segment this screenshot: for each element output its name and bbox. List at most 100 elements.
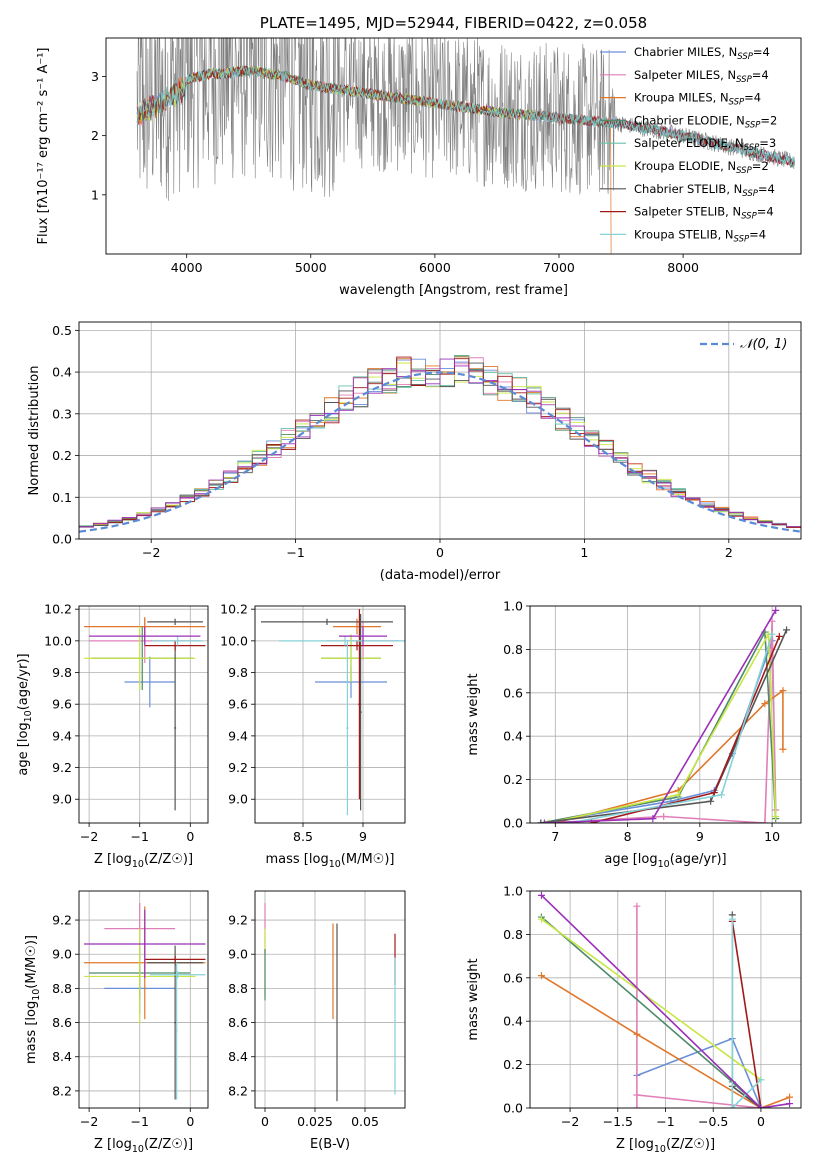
y-tick-label: 3 [91, 69, 99, 84]
y-tick-label: 9.0 [228, 792, 248, 807]
label-part: age [log [604, 852, 657, 867]
legend-suffix: =4 [757, 205, 774, 219]
label-part: (Z/Z☉)] [666, 1137, 715, 1152]
label-part: (M/M☉)] [24, 935, 39, 989]
weight-point [537, 891, 545, 899]
y-tick-label: 8.6 [228, 1015, 248, 1030]
x-tick-label: 2 [725, 545, 733, 560]
weight-point [772, 812, 780, 820]
x-tick-label: −2 [80, 829, 98, 844]
weight-point [660, 812, 668, 820]
weight-point [761, 700, 769, 708]
model-spectrum [136, 64, 795, 166]
x-tick-label: −1 [130, 829, 148, 844]
weight-point [537, 819, 545, 823]
weight-point [674, 791, 682, 799]
legend-name: Kroupa STELIB, N [634, 227, 734, 241]
x-tick-label: 10 [764, 829, 780, 844]
legend-label: Kroupa MILES, NSSP=4 [634, 91, 761, 108]
y-tick-label: 9.2 [228, 913, 248, 928]
chart-title: PLATE=1495, MJD=52944, FIBERID=0422, z=0… [260, 14, 647, 32]
error-bars [261, 609, 405, 816]
plot-frame [78, 890, 209, 1109]
legend-name: Kroupa MILES, N [634, 91, 729, 105]
y-tick-label: 1.0 [503, 884, 523, 899]
weight-point [779, 687, 787, 695]
weight-point [566, 819, 574, 823]
age-vs-mass-panel: 8.5 9 9.0 9.2 9.4 9.6 9.8 10.0 10.2 mass [log10(M… [220, 602, 406, 870]
residuals-panel: −2 −1 0 1 2 0.0 0.1 0.2 0.3 0.4 0.5 (data-model)/er… [27, 321, 802, 583]
y-tick-label: 10.2 [44, 602, 72, 617]
weight-point [633, 1091, 641, 1099]
x-tick-label: 5000 [295, 260, 327, 275]
weight-point [786, 1100, 794, 1108]
y-tick-label: 8.4 [228, 1049, 248, 1064]
y-tick-label: 0.0 [503, 1101, 523, 1116]
legend-name: Chabrier ELODIE, N [634, 113, 745, 127]
x-tick-label: 7000 [543, 260, 575, 275]
y-tick-label: 0.2 [503, 772, 523, 787]
legend-label: Salpeter MILES, NSSP=4 [634, 68, 769, 85]
y-tick-label: 10.0 [220, 633, 248, 648]
legend-sub: SSP [745, 120, 761, 130]
y-tick-label: 8.2 [228, 1083, 248, 1098]
plot-frame [78, 321, 802, 540]
label-part: (Z/Z☉)] [144, 852, 193, 867]
legend-label: Chabrier MILES, NSSP=4 [634, 45, 770, 62]
x-axis-label: E(B-V) [310, 1137, 350, 1152]
legend-suffix: =4 [753, 45, 770, 59]
x-tick-label: 0.025 [297, 1114, 333, 1129]
y-tick-label: 9.6 [52, 697, 72, 712]
y-axis-label: mass weight [466, 673, 481, 755]
label-part: (age/yr)] [670, 852, 727, 867]
label-sub: 10 [132, 1144, 144, 1155]
y-tick-label: 0.4 [503, 729, 523, 744]
y-axis-label: age [log10(age/yr)] [16, 653, 34, 775]
y-tick-label: 10.0 [44, 633, 72, 648]
label-part: (age/yr)] [16, 653, 31, 710]
x-tick-label: −1 [130, 1114, 148, 1129]
plot-frame [529, 890, 802, 1109]
y-tick-label: 10.2 [220, 602, 248, 617]
weight-point [779, 745, 787, 753]
x-tick-label: 0 [436, 545, 444, 560]
weight-point [775, 632, 783, 640]
y-axis-label: mass weight [466, 958, 481, 1040]
label-part: (Z/Z☉)] [144, 1137, 193, 1152]
x-tick-label: 7 [551, 829, 559, 844]
label-sub: 10 [658, 859, 670, 870]
y-tick-label: 9.8 [228, 665, 248, 680]
legend-name: Chabrier STELIB, N [634, 182, 742, 196]
y-axis-label: mass [log10(M/M☉)] [24, 935, 42, 1064]
plot-frame [105, 37, 802, 255]
y-tick-label: 0.0 [52, 532, 72, 547]
x-tick-label: −1 [286, 545, 304, 560]
y-tick-label: 8.6 [52, 1015, 72, 1030]
weight-point [728, 1104, 736, 1108]
x-axis-label: Z [log10(Z/Z☉)] [94, 852, 193, 870]
weight-point [768, 630, 776, 638]
x-tick-label: 0 [186, 1114, 194, 1129]
weight-vs-age-panel: 7 8 9 10 0.0 0.2 0.4 0.6 0.8 1.0 mass weight age [l… [466, 599, 802, 870]
label-sub: 10 [31, 989, 42, 1001]
y-tick-label: 9.2 [52, 913, 72, 928]
y-tick-label: 0.2 [503, 1057, 523, 1072]
y-tick-label: 0.1 [52, 490, 72, 505]
weight-point [707, 797, 715, 805]
y-tick-label: 0.8 [503, 642, 523, 657]
weight-series [541, 974, 790, 1108]
weight-point [761, 819, 769, 823]
legend-name: Salpeter ELODIE, N [634, 136, 744, 150]
plot-frame [529, 605, 802, 824]
label-part: (M/M☉)] [341, 852, 395, 867]
x-tick-label: −2 [80, 1114, 98, 1129]
legend-sub: SSP [742, 189, 758, 199]
normal-curve [79, 371, 801, 533]
weight-point [757, 1104, 765, 1108]
y-tick-label: 0.0 [503, 816, 523, 831]
error-bars [264, 902, 396, 1102]
y-tick-label: 1.0 [503, 599, 523, 614]
weight-series [547, 631, 777, 823]
weight-point [537, 972, 545, 980]
y-tick-label: 9.2 [228, 760, 248, 775]
